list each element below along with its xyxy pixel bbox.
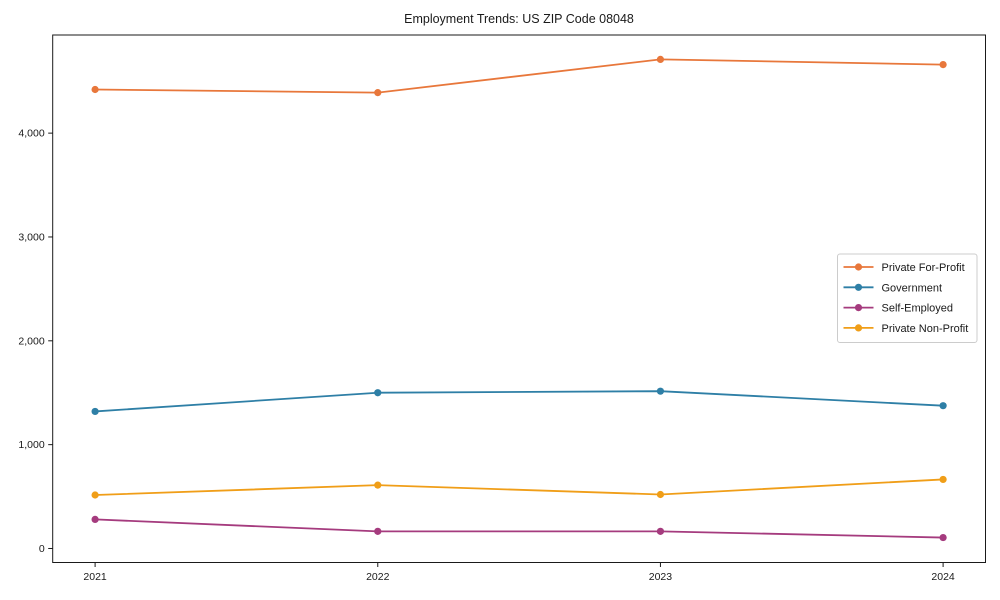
series-private-non-profit — [91, 475, 947, 499]
data-point-private-non-profit-2023 — [656, 490, 665, 499]
legend-marker-dot — [854, 283, 863, 291]
legend-item-label: Government — [882, 282, 943, 294]
data-point-government-2021 — [91, 407, 99, 416]
legend-item-private-for-profit: Private For-Profit — [843, 262, 965, 274]
series-line-government — [95, 390, 944, 413]
y-axis-tick-label: 2,000 — [18, 335, 44, 347]
data-point-private-for-profit-2024 — [939, 60, 947, 69]
legend-item-self-employed: Self-Employed — [843, 303, 954, 315]
series-government — [91, 387, 947, 416]
plot-area: 0 1,000 2,000 3,000 4,000 2021 2022 2023 2024 Pri… — [18, 34, 986, 583]
x-axis-tick-label: 2024 — [931, 571, 955, 583]
series-self-employed — [91, 515, 947, 542]
y-axis-tick-label: 0 — [39, 543, 45, 555]
data-point-self-employed-2022 — [374, 527, 382, 535]
plot-frame — [52, 34, 986, 563]
legend-marker-dot — [854, 263, 863, 271]
legend-item-government: Government — [843, 282, 943, 294]
data-point-private-for-profit-2023 — [656, 55, 665, 64]
legend-box — [837, 253, 978, 343]
data-point-self-employed-2021 — [91, 515, 99, 524]
series-private-for-profit — [91, 55, 947, 97]
legend-item-label: Private Non-Profit — [882, 323, 969, 335]
data-point-government-2023 — [656, 387, 665, 395]
data-point-private-non-profit-2024 — [939, 475, 947, 484]
data-point-government-2024 — [939, 402, 947, 410]
series-line-private-non-profit — [95, 478, 944, 496]
data-point-self-employed-2024 — [939, 533, 947, 542]
legend-marker-dot — [854, 304, 863, 312]
x-axis-tick-label: 2021 — [83, 571, 107, 583]
legend-marker-dot — [854, 324, 863, 332]
y-axis-tick-label: 1,000 — [18, 439, 44, 451]
x-axis-tick-label: 2022 — [366, 571, 390, 583]
series-line-private-for-profit — [95, 58, 944, 94]
legend-item-label: Self-Employed — [882, 303, 954, 315]
data-point-private-non-profit-2022 — [374, 481, 382, 489]
data-point-self-employed-2023 — [656, 527, 665, 535]
series-line-self-employed — [95, 518, 944, 539]
y-axis-tick-label: 3,000 — [18, 232, 44, 244]
y-axis-tick-label: 4,000 — [18, 128, 44, 140]
data-point-government-2022 — [374, 389, 382, 397]
chart-title: Employment Trends: US ZIP Code 08048 — [404, 12, 634, 26]
legend-item-private-non-profit: Private Non-Profit — [843, 323, 969, 335]
data-point-private-for-profit-2022 — [374, 89, 382, 97]
x-axis-tick-label: 2023 — [649, 571, 673, 583]
legend-item-label: Private For-Profit — [882, 262, 965, 274]
data-point-private-for-profit-2021 — [91, 85, 99, 94]
data-point-private-non-profit-2021 — [91, 491, 99, 499]
legend: Private For-Profit Government Self-Employe… — [837, 253, 978, 343]
